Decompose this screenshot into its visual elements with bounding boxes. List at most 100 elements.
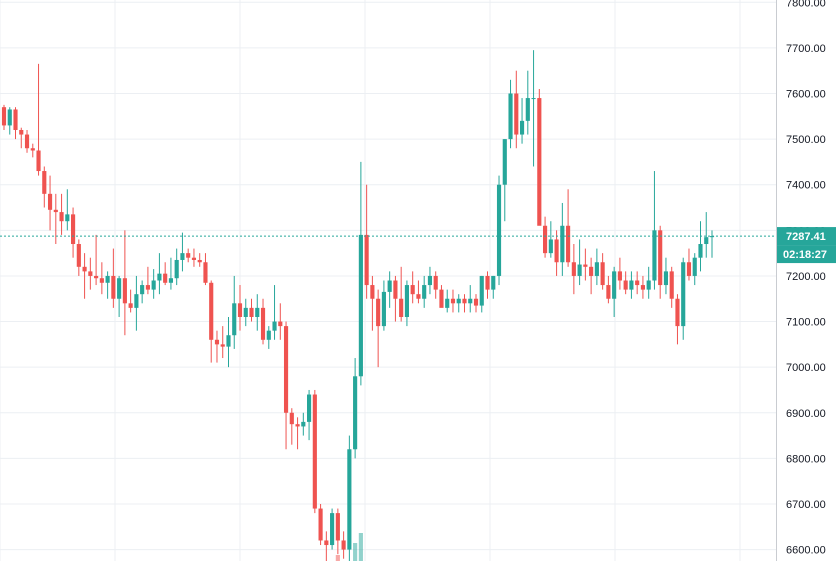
price-tick-label: 7700.00 (786, 43, 826, 55)
price-tick-label: 7600.00 (786, 89, 826, 101)
candle (289, 408, 294, 445)
volume-bars (335, 533, 363, 561)
candle (105, 271, 110, 299)
candle (571, 244, 576, 295)
candle-body (99, 278, 104, 283)
candle-body (13, 109, 18, 130)
candle-body (571, 262, 576, 276)
candle-body (42, 171, 47, 194)
candle (24, 129, 30, 153)
candle-body (53, 209, 58, 213)
candle (145, 266, 150, 295)
candle (543, 216, 548, 258)
candle (554, 230, 559, 276)
candle-body (341, 540, 346, 550)
candle (341, 531, 346, 559)
candle-body (612, 271, 617, 299)
candle-body (128, 303, 133, 308)
candle (698, 221, 703, 272)
candle (353, 358, 358, 459)
candle (485, 271, 490, 299)
candle-body (491, 275, 496, 290)
candle (704, 212, 709, 258)
candle-body (186, 253, 191, 258)
candle (111, 248, 116, 308)
candle (393, 275, 398, 322)
candle (439, 285, 444, 308)
candle-body (537, 98, 542, 226)
candle-body (566, 225, 571, 263)
price-tick-label: 7800.00 (786, 0, 826, 9)
candle-body (197, 259, 202, 263)
price-axis[interactable]: 7800.007700.007600.007500.007400.007300.… (786, 0, 826, 557)
candle (381, 280, 386, 331)
candle-body (629, 280, 634, 290)
candle (301, 412, 306, 436)
candle (71, 207, 76, 258)
candle-body (347, 449, 352, 550)
candle (456, 294, 461, 313)
candle (462, 294, 467, 313)
candle-body (416, 294, 421, 299)
candle (191, 248, 197, 267)
candle-body (88, 271, 93, 276)
current-price-badge-bg (777, 227, 836, 246)
candles (1, 50, 715, 561)
candle-body (76, 244, 81, 267)
candle-body (237, 303, 243, 317)
candle-body (462, 298, 467, 304)
candle (370, 275, 375, 331)
candle (404, 280, 409, 327)
candle (232, 275, 237, 349)
candle (496, 175, 502, 286)
candle (640, 275, 645, 299)
candle-body (427, 275, 433, 286)
price-tick-label: 6800.00 (786, 453, 826, 465)
candle-body (502, 139, 507, 185)
candle-body (330, 513, 335, 546)
candle-body (387, 280, 392, 292)
candle (197, 253, 202, 267)
candle (19, 127, 24, 149)
candle-body (71, 214, 76, 245)
candle (1, 104, 7, 130)
candle (122, 230, 127, 336)
candle (30, 143, 35, 158)
candle-body (249, 307, 254, 317)
candle-body (496, 184, 502, 276)
candle-body (560, 225, 565, 263)
candle (312, 389, 317, 514)
candle-body (151, 280, 156, 290)
candle-body (122, 278, 127, 304)
candle (157, 253, 162, 295)
candle (163, 262, 168, 286)
candle (65, 189, 70, 231)
grid (0, 0, 776, 561)
candle (433, 271, 438, 299)
candle-body (105, 275, 110, 283)
candle-body (168, 278, 173, 283)
candle-body (404, 285, 409, 317)
candle (410, 271, 415, 304)
countdown-label: 02:18:27 (783, 249, 827, 261)
candle (508, 79, 513, 149)
candle (669, 266, 674, 308)
candle-body (439, 289, 444, 308)
candle-body (174, 259, 179, 279)
candle (209, 280, 214, 363)
candle (692, 253, 697, 286)
candle (283, 321, 289, 450)
candle-body (243, 307, 248, 317)
candle (623, 271, 628, 295)
candle (134, 275, 139, 331)
candle (583, 248, 588, 281)
candle-body (266, 330, 271, 340)
candle-body (117, 278, 122, 299)
candle-body (191, 257, 197, 260)
candle (203, 253, 208, 286)
candle (658, 225, 663, 299)
candle-body (554, 239, 559, 263)
candle-body (508, 93, 513, 140)
candle-body (531, 98, 536, 100)
